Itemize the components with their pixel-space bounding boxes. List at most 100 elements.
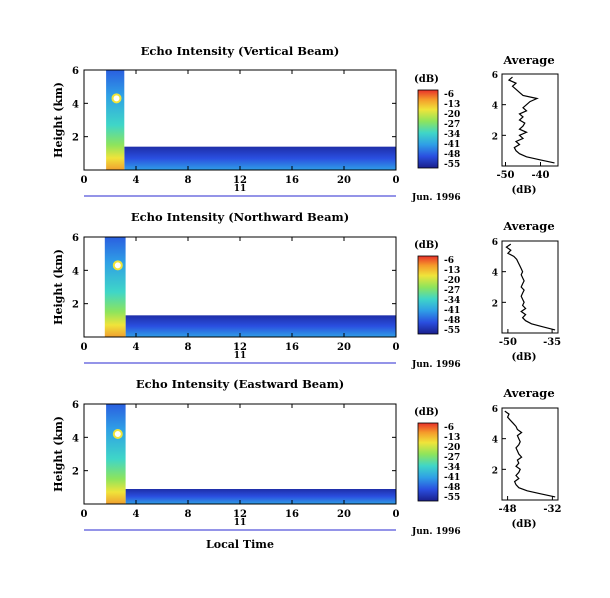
colorbar-tick-label: -27 bbox=[444, 453, 460, 463]
profile-title: Average bbox=[502, 386, 554, 400]
x-tick-label: 16 bbox=[285, 509, 299, 520]
x-tick-label: 12 bbox=[233, 342, 247, 353]
heatmap-plot: 0 4 8 12 16 20 0 2 4 6 bbox=[72, 66, 399, 186]
profile-x-label: (dB) bbox=[512, 185, 537, 196]
colorbar-ticks: -6-13-20-27-34-41-48-55 bbox=[444, 90, 460, 170]
y-tick-label: 6 bbox=[72, 66, 79, 77]
x-tick-label: 12 bbox=[233, 509, 247, 520]
date-axis: 11 Jun. 1996 bbox=[84, 184, 461, 203]
profile-y-ticks: 2 4 6 bbox=[492, 238, 506, 309]
profile-y-tick-label: 6 bbox=[492, 71, 498, 81]
x-tick-label: 20 bbox=[337, 342, 351, 353]
colorbar-tick-label: -20 bbox=[444, 110, 460, 120]
x-tick-label: 8 bbox=[185, 175, 192, 186]
panel-vertical-beam: Echo Intensity (Vertical Beam) 0 4 8 12 16 20… bbox=[52, 44, 559, 203]
profile-x-tick-label: -32 bbox=[543, 504, 561, 515]
x-axis-ticks: 0 4 8 12 16 20 0 bbox=[81, 404, 400, 520]
profile-line bbox=[504, 410, 556, 498]
y-tick-label: 4 bbox=[72, 266, 79, 277]
x-tick-label: 8 bbox=[185, 509, 192, 520]
x-tick-label: 16 bbox=[285, 175, 299, 186]
heatmap-plot: 0 4 8 12 16 20 0 2 4 6 bbox=[72, 400, 399, 520]
profile-frame bbox=[501, 407, 559, 501]
colorbar-tick-label: -55 bbox=[444, 160, 460, 170]
echo-layer bbox=[124, 146, 397, 170]
profile-y-tick-label: 6 bbox=[492, 405, 498, 415]
colorbar-tick-label: -6 bbox=[444, 423, 454, 433]
y-tick-label: 2 bbox=[72, 300, 79, 311]
y-tick-label: 4 bbox=[72, 99, 79, 110]
profile-y-tick-label: 2 bbox=[492, 132, 498, 142]
x-tick-label: 0 bbox=[81, 509, 88, 520]
echo-column bbox=[106, 70, 125, 170]
y-axis-ticks: 2 4 6 bbox=[72, 66, 396, 144]
panel-northward-beam: Echo Intensity (Northward Beam) 0 4 8 12 16 2… bbox=[52, 210, 561, 370]
average-profile: Average -50 -35 2 4 6 (dB) bbox=[492, 219, 561, 363]
profile-y-tick-label: 6 bbox=[492, 238, 498, 248]
average-profile: Average -48 -32 2 4 6 (dB) bbox=[492, 386, 562, 530]
profile-y-tick-label: 4 bbox=[492, 436, 498, 446]
panel-eastward-beam: Echo Intensity (Eastward Beam) 0 4 8 12 16 20… bbox=[52, 377, 561, 537]
colorbar-tick-label: -20 bbox=[444, 276, 460, 286]
profile-line bbox=[507, 76, 555, 164]
colorbar-ticks: -6-13-20-27-34-41-48-55 bbox=[444, 423, 460, 503]
colorbar-tick-label: -27 bbox=[444, 286, 460, 296]
y-axis-label: Height (km) bbox=[52, 82, 65, 158]
y-axis-label: Height (km) bbox=[52, 416, 65, 492]
echo-layer bbox=[125, 489, 396, 504]
colorbar-tick-label: -34 bbox=[444, 296, 460, 306]
colorbar-tick-label: -48 bbox=[444, 150, 460, 160]
colorbar: (dB) -6-13-20-27-34-41-48-55 bbox=[414, 407, 460, 503]
profile-x-ticks: -50 -35 bbox=[499, 329, 561, 348]
echo-column bbox=[104, 237, 126, 337]
colorbar-tick-label: -41 bbox=[444, 140, 460, 150]
x-axis-ticks: 0 4 8 12 16 20 0 bbox=[81, 237, 400, 353]
colorbar-unit: (dB) bbox=[414, 74, 439, 85]
profile-y-tick-label: 4 bbox=[492, 102, 498, 112]
x-axis-ticks: 0 4 8 12 16 20 0 bbox=[81, 70, 400, 186]
profile-title: Average bbox=[502, 219, 554, 233]
colorbar-gradient bbox=[417, 89, 439, 169]
colorbar-tick-label: -6 bbox=[444, 90, 454, 100]
date-label: Jun. 1996 bbox=[411, 527, 461, 537]
colorbar-gradient bbox=[417, 255, 439, 335]
colorbar-tick-label: -13 bbox=[444, 266, 460, 276]
y-axis-ticks: 2 4 6 bbox=[72, 233, 396, 311]
profile-title: Average bbox=[502, 53, 554, 67]
colorbar-tick-label: -13 bbox=[444, 100, 460, 110]
y-tick-label: 6 bbox=[72, 400, 79, 411]
y-tick-label: 2 bbox=[72, 133, 79, 144]
colorbar-tick-label: -55 bbox=[444, 493, 460, 503]
profile-x-ticks: -50 -40 bbox=[496, 162, 550, 181]
colorbar-tick-label: -34 bbox=[444, 130, 460, 140]
profile-frame bbox=[501, 240, 559, 334]
profile-x-tick-label: -50 bbox=[496, 170, 514, 181]
profile-frame bbox=[501, 73, 559, 167]
bottom-x-axis-label: Local Time bbox=[206, 538, 274, 551]
profile-y-tick-label: 2 bbox=[492, 299, 498, 309]
colorbar-tick-label: -55 bbox=[444, 326, 460, 336]
colorbar-tick-label: -6 bbox=[444, 256, 454, 266]
x-tick-label: 4 bbox=[133, 342, 140, 353]
x-tick-label: 20 bbox=[337, 509, 351, 520]
echo-layer bbox=[125, 315, 396, 337]
date-label: Jun. 1996 bbox=[411, 360, 461, 370]
x-tick-label: 12 bbox=[233, 175, 247, 186]
colorbar-gradient bbox=[417, 422, 439, 502]
date-axis: 11 Jun. 1996 bbox=[84, 518, 461, 537]
colorbar-tick-label: -48 bbox=[444, 483, 460, 493]
day-label: 11 bbox=[234, 351, 247, 361]
colorbar-tick-label: -41 bbox=[444, 473, 460, 483]
colorbar-tick-label: -48 bbox=[444, 316, 460, 326]
x-tick-label: 8 bbox=[185, 342, 192, 353]
panel-title: Echo Intensity (Northward Beam) bbox=[131, 210, 349, 224]
echo-column bbox=[106, 404, 126, 504]
y-tick-label: 4 bbox=[72, 433, 79, 444]
y-tick-label: 6 bbox=[72, 233, 79, 244]
profile-x-tick-label: -48 bbox=[499, 504, 517, 515]
heatmap-plot: 0 4 8 12 16 20 0 2 4 6 bbox=[72, 233, 399, 353]
x-tick-label: 0 bbox=[81, 175, 88, 186]
colorbar: (dB) -6-13-20-27-34-41-48-55 bbox=[414, 240, 460, 336]
profile-y-ticks: 2 4 6 bbox=[492, 71, 506, 142]
